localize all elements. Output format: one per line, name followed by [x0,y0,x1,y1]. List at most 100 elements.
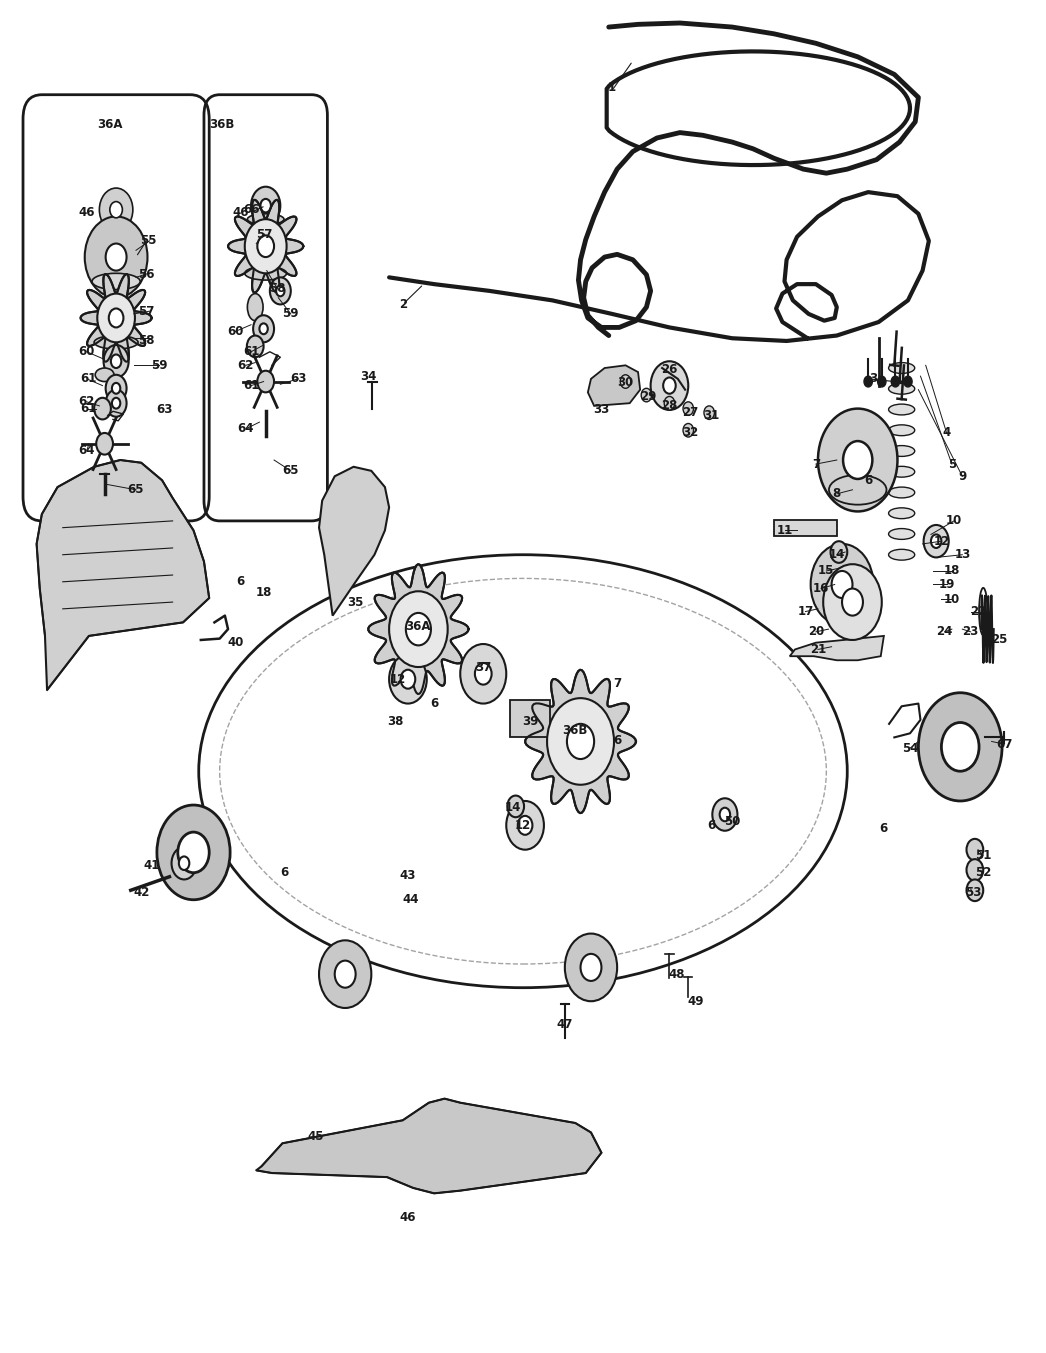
Text: 14: 14 [504,801,521,815]
Text: 23: 23 [962,625,979,639]
Circle shape [931,534,941,548]
Circle shape [967,859,983,881]
Text: 52: 52 [975,866,992,879]
Text: 6: 6 [880,821,888,835]
Text: 60: 60 [227,325,244,338]
Circle shape [406,613,431,645]
Circle shape [157,805,230,900]
Circle shape [518,816,532,835]
Text: 22: 22 [970,605,986,618]
Circle shape [260,199,271,212]
Circle shape [811,544,873,625]
Ellipse shape [247,294,264,321]
Text: 12: 12 [933,534,950,548]
Ellipse shape [95,368,114,382]
Ellipse shape [888,487,914,498]
Circle shape [253,315,274,342]
Polygon shape [228,200,303,292]
Text: 18: 18 [943,564,960,578]
Text: 14: 14 [828,548,845,561]
Text: 7: 7 [613,676,621,690]
Circle shape [94,398,111,419]
Circle shape [567,724,594,759]
Text: 50: 50 [724,815,741,828]
Text: 38: 38 [387,714,404,728]
Text: 2: 2 [399,298,407,311]
Text: 61: 61 [243,345,259,359]
Text: 12: 12 [515,819,531,832]
Text: 6: 6 [430,697,438,710]
Text: 46: 46 [78,206,95,219]
Circle shape [651,361,688,410]
Ellipse shape [245,267,287,280]
Text: 36A: 36A [406,620,431,633]
Text: 59: 59 [282,307,299,321]
Circle shape [99,188,133,231]
Text: 62: 62 [78,395,95,409]
Text: 64: 64 [78,444,95,457]
Circle shape [547,698,614,785]
Text: 15: 15 [818,564,835,578]
Text: 11: 11 [776,524,793,537]
Text: 31: 31 [703,409,720,422]
Circle shape [967,839,983,861]
Polygon shape [319,467,389,616]
Polygon shape [368,564,469,694]
Text: 64: 64 [237,422,254,436]
Circle shape [720,808,730,821]
Ellipse shape [888,529,914,540]
Circle shape [823,564,882,640]
Circle shape [97,294,135,342]
Text: 32: 32 [682,426,699,440]
Ellipse shape [92,273,140,290]
Text: 6: 6 [707,819,715,832]
Text: 65: 65 [128,483,144,497]
Ellipse shape [888,507,914,518]
Text: 33: 33 [593,403,610,417]
Circle shape [85,216,147,298]
Text: 30: 30 [617,376,634,390]
Circle shape [967,879,983,901]
FancyBboxPatch shape [510,700,550,737]
Text: 43: 43 [400,869,416,882]
Text: 19: 19 [938,578,955,591]
Text: 21: 21 [810,643,826,656]
Circle shape [843,441,872,479]
Text: 58: 58 [138,334,155,348]
Circle shape [683,402,693,415]
Text: 35: 35 [347,595,364,609]
Circle shape [832,571,852,598]
Circle shape [110,202,122,218]
FancyBboxPatch shape [774,520,837,536]
Circle shape [276,285,285,296]
Text: 18: 18 [255,586,272,599]
Circle shape [842,589,863,616]
Ellipse shape [888,425,914,436]
Ellipse shape [888,363,914,373]
Polygon shape [588,365,640,406]
Text: 42: 42 [133,886,150,900]
Circle shape [941,723,979,771]
Ellipse shape [888,467,914,478]
Circle shape [106,375,127,402]
Text: 9: 9 [958,469,967,483]
Text: 47: 47 [556,1017,573,1031]
Polygon shape [256,1099,601,1193]
Circle shape [878,376,886,387]
Text: 46: 46 [232,206,249,219]
Text: 55: 55 [140,234,157,248]
Circle shape [460,644,506,704]
Ellipse shape [888,383,914,394]
Text: 10: 10 [946,514,962,528]
Circle shape [319,940,371,1008]
Ellipse shape [94,336,138,349]
Text: 26: 26 [661,363,678,376]
Circle shape [259,323,268,334]
Circle shape [475,663,492,685]
Circle shape [245,219,287,273]
Text: 58: 58 [269,281,286,295]
Ellipse shape [248,214,285,225]
Circle shape [257,371,274,392]
Text: 57: 57 [138,304,155,318]
Text: 34: 34 [360,369,377,383]
